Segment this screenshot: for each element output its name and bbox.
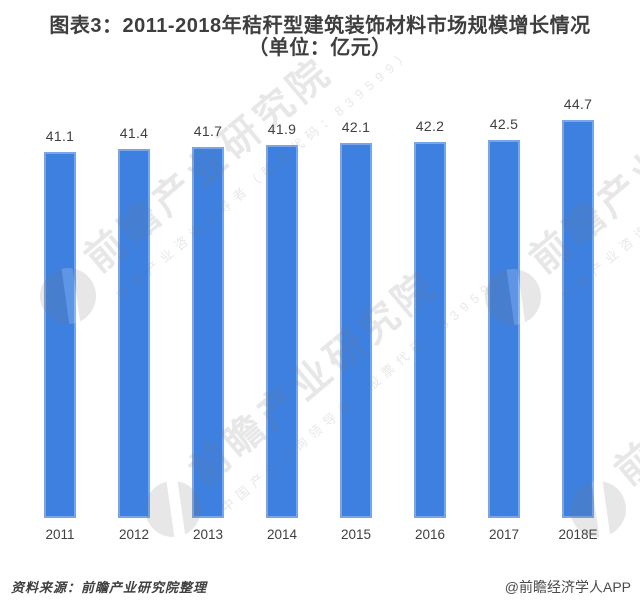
bar-group: 42.5	[467, 116, 541, 518]
bar	[488, 140, 520, 518]
bar-value-label: 41.4	[119, 125, 149, 141]
bar-value-label: 41.1	[45, 128, 75, 144]
bar-group: 42.2	[393, 118, 467, 518]
bar-group: 44.7	[541, 96, 615, 518]
x-axis-label: 2012	[118, 527, 150, 542]
bar	[414, 142, 446, 518]
x-axis-label: 2016	[414, 527, 446, 542]
bar-group: 41.1	[23, 128, 97, 518]
bar-value-label: 42.1	[341, 119, 371, 135]
bar	[118, 149, 150, 518]
chart-title-line1: 图表3：2011-2018年秸秆型建筑装饰材料市场规模增长情况	[49, 15, 591, 37]
x-axis-label: 2013	[192, 527, 224, 542]
bar	[266, 145, 298, 518]
bar-value-label: 42.2	[415, 118, 445, 134]
bar	[340, 143, 372, 518]
app-credit: @前瞻经济学人APP	[504, 579, 631, 595]
bar-value-label: 41.7	[193, 123, 223, 139]
bar-value-label: 42.5	[489, 116, 519, 132]
bar-group: 42.1	[319, 119, 393, 518]
x-axis-label: 2011	[45, 527, 75, 542]
chart-title-line2: （单位：亿元）	[248, 37, 392, 59]
x-axis-label: 2015	[340, 527, 372, 542]
bar-value-label: 41.9	[267, 121, 297, 137]
bar-group: 41.9	[245, 121, 319, 518]
bar-group: 41.4	[97, 125, 171, 518]
bar-value-label: 44.7	[563, 96, 593, 112]
x-axis-label: 2014	[266, 527, 298, 542]
bar	[44, 152, 76, 518]
x-axis-label: 2017	[488, 527, 520, 542]
bar-group: 41.7	[171, 123, 245, 518]
chart-title: 图表3：2011-2018年秸秆型建筑装饰材料市场规模增长情况 （单位：亿元）	[0, 15, 640, 59]
bar	[562, 120, 594, 518]
x-axis-label: 2018E	[558, 527, 598, 542]
data-source-note: 资料来源：前瞻产业研究院整理	[11, 580, 208, 595]
bar	[192, 147, 224, 518]
